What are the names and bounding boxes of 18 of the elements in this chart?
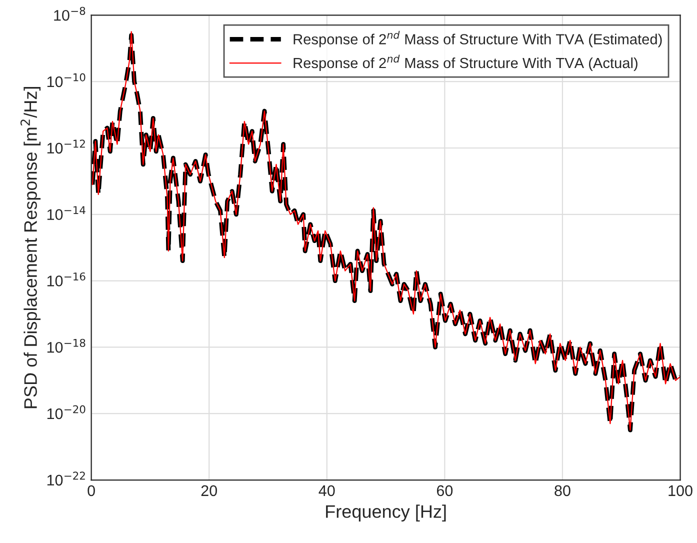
y-tick-label: 10$^{−22}$ bbox=[47, 472, 85, 486]
x-tick-label: 80 bbox=[554, 485, 570, 496]
legend-label: Response of 2$^{nd}$ Mass of Structure With TVA (Actual) bbox=[294, 54, 638, 72]
y-tick-label: 10$^{−12}$ bbox=[47, 140, 85, 154]
x-tick-label: 0 bbox=[88, 485, 95, 496]
x-tick-label: 60 bbox=[436, 485, 453, 496]
y-axis-title: PSD of Displacement Response [m$^{2}$/Hz] bbox=[20, 87, 41, 408]
x-tick-label: 40 bbox=[318, 485, 335, 496]
legend-label: Response of 2$^{nd}$ Mass of Structure With TVA (Estimated) bbox=[294, 30, 662, 48]
x-axis-title: Frequency [Hz] bbox=[326, 504, 446, 522]
y-tick-label: 10$^{−20}$ bbox=[47, 405, 86, 420]
x-tick-label: 20 bbox=[201, 485, 217, 496]
y-tick-label: 10$^{−10}$ bbox=[47, 73, 86, 88]
y-tick-label: 10$^{−14}$ bbox=[47, 206, 86, 220]
x-tick-label: 100 bbox=[668, 485, 692, 496]
y-tick-label: 10$^{−8}$ bbox=[54, 6, 86, 21]
y-tick-label: 10$^{−18}$ bbox=[47, 338, 86, 353]
y-tick-label: 10$^{−16}$ bbox=[47, 272, 86, 286]
